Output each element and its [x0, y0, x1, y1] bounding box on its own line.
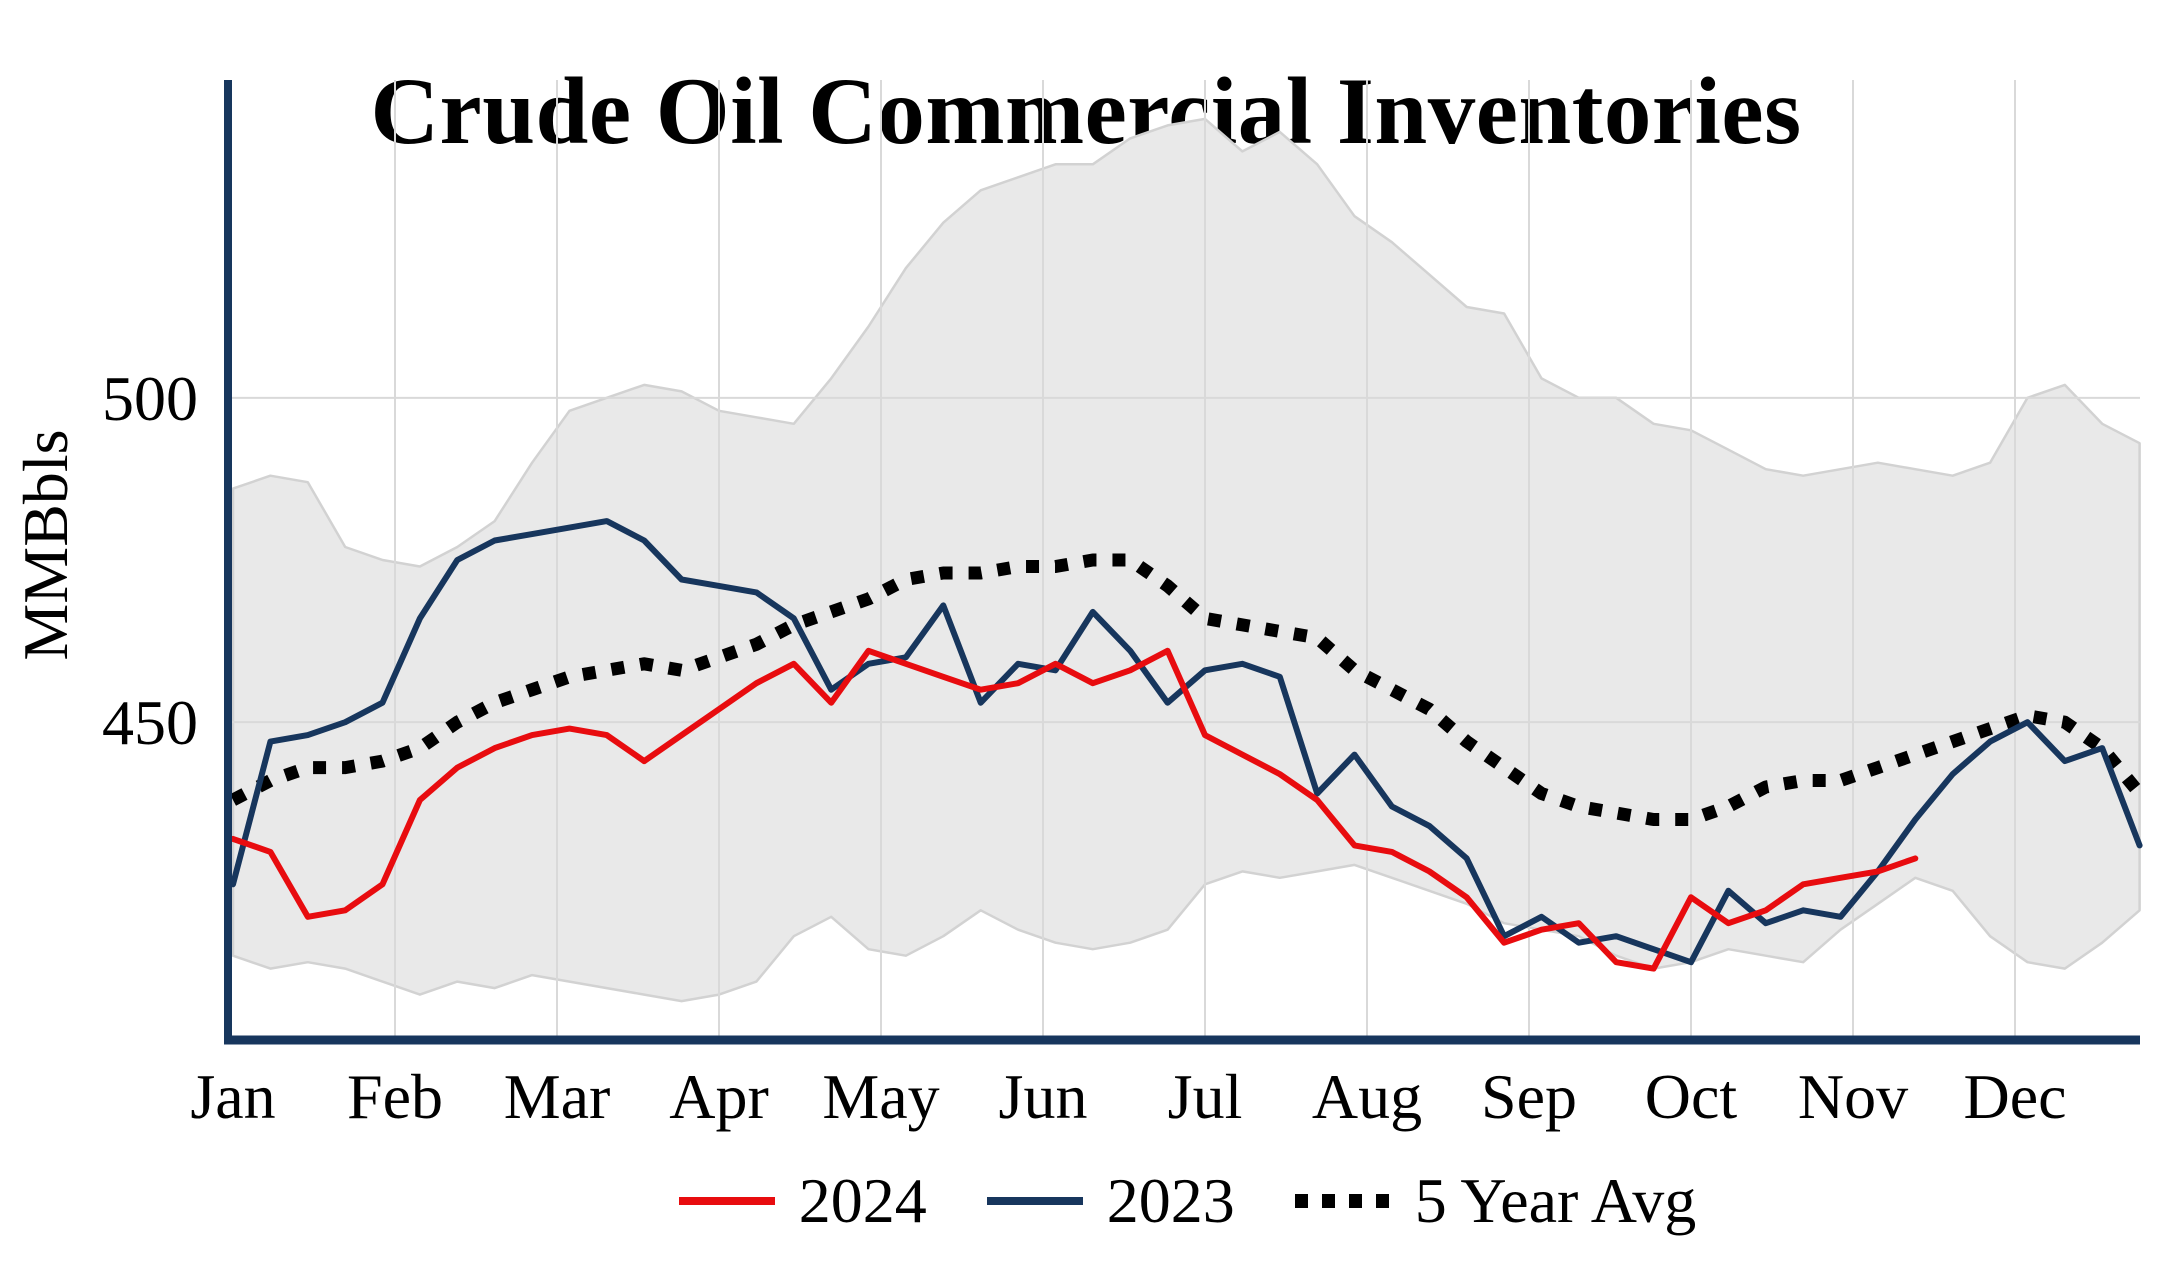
legend-label-2023: 2023 [1106, 1165, 1235, 1236]
x-tick-label-jun: Jun [999, 1061, 1088, 1132]
x-tick-label-feb: Feb [347, 1061, 443, 1132]
y-tick-label-450: 450 [102, 687, 198, 758]
legend-item-2024: 2024 [677, 1164, 927, 1238]
x-tick-label-nov: Nov [1798, 1061, 1908, 1132]
legend-label-5-year-avg: 5 Year Avg [1414, 1165, 1697, 1236]
legend-swatch-2024-icon [678, 1197, 775, 1205]
legend: 2024 2023 5 Year Avg [233, 1164, 2140, 1238]
x-tick-label-jul: Jul [1168, 1061, 1243, 1132]
x-tick-label-dec: Dec [1963, 1061, 2066, 1132]
x-tick-label-may: May [822, 1061, 939, 1132]
x-tick-label-mar: Mar [504, 1061, 611, 1132]
series-line-2024 [230, 647, 1919, 972]
legend-item-5-year-avg: 5 Year Avg [1293, 1164, 1697, 1238]
chart-title: Crude Oil Commercial Inventories [370, 57, 1802, 164]
x-tick-label-oct: Oct [1645, 1061, 1738, 1132]
x-tick-label-jan: Jan [190, 1061, 275, 1132]
x-tick-label-aug: Aug [1312, 1061, 1422, 1132]
x-tick-label-sep: Sep [1481, 1061, 1577, 1132]
y-tick-label-500: 500 [102, 363, 198, 434]
legend-label-2024: 2024 [798, 1165, 927, 1236]
legend-swatch-5-year-avg-icon [1294, 1194, 1391, 1208]
x-tick-label-apr: Apr [669, 1061, 769, 1132]
legend-item-2023: 2023 [985, 1164, 1235, 1238]
series-line-5-year-avg [229, 553, 2145, 826]
legend-swatch-2023-icon [986, 1197, 1083, 1205]
